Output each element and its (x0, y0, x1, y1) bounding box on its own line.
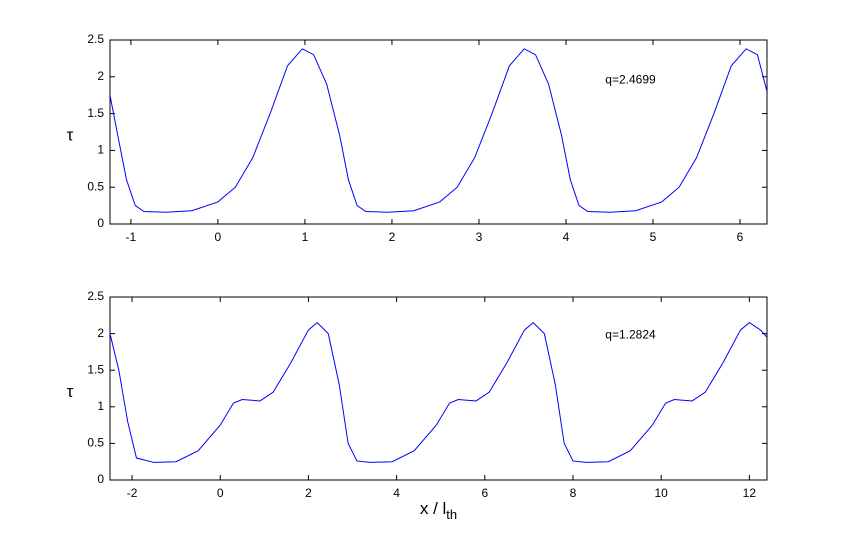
y-tick-label: 2.5 (87, 289, 104, 303)
x-tick-label: -2 (127, 486, 138, 500)
x-axis-label-text: x / l (420, 499, 446, 518)
y-tick-label: 1.5 (87, 362, 104, 376)
x-tick-label: 4 (563, 230, 570, 244)
y-tick-label: 2 (97, 69, 104, 83)
x-tick-label: 3 (476, 230, 483, 244)
y-tick-label: 2 (97, 326, 104, 340)
y-tick-label: 2.5 (87, 32, 104, 46)
x-tick-label: 12 (743, 486, 757, 500)
x-tick-label: 10 (654, 486, 668, 500)
y-tick-label: 0.5 (87, 179, 104, 193)
x-tick-label: 0 (217, 486, 224, 500)
x-tick-label: 4 (393, 486, 400, 500)
y-tick-label: 0 (97, 472, 104, 486)
x-tick-label: 5 (650, 230, 657, 244)
x-tick-label: -1 (126, 230, 137, 244)
x-tick-label: 6 (481, 486, 488, 500)
line (110, 48, 767, 213)
annotation: q=1.2824 (605, 328, 656, 342)
x-tick-label: 2 (305, 486, 312, 500)
axes-box (109, 39, 768, 225)
x-axis-label-subscript: th (446, 507, 457, 522)
y-tick-label: 1 (97, 143, 104, 157)
y-axis-label: τ (67, 125, 74, 144)
annotation: q=2.4699 (605, 73, 656, 87)
axes-box (109, 296, 768, 481)
y-tick-label: 1 (97, 399, 104, 413)
x-tick-label: 2 (389, 230, 396, 244)
subplot: -2 0 2 4 6 8 10 12 0 0.5 1 1.5 2 2.5 τ q=1.2824 x / lth (67, 289, 768, 522)
line (110, 321, 767, 463)
y-tick-label: 0.5 (87, 436, 104, 450)
subplot: -1 0 1 2 3 4 5 6 0 0.5 1 1.5 2 2.5 τ q=2.4699 (67, 32, 768, 244)
x-tick-label: 0 (215, 230, 222, 244)
x-tick-label: 8 (570, 486, 577, 500)
y-axis-label: τ (67, 382, 74, 401)
x-axis-label: x / lth (420, 499, 457, 522)
x-tick-label: 6 (737, 230, 744, 244)
y-tick-label: 1.5 (87, 106, 104, 120)
y-tick-label: 0 (97, 216, 104, 230)
x-tick-label: 1 (302, 230, 309, 244)
